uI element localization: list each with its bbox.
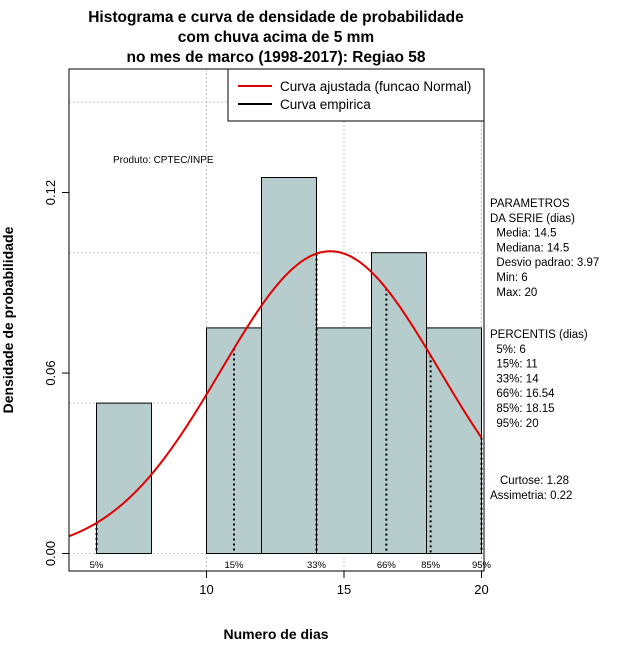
x-axis-title: Numero de dias bbox=[223, 626, 328, 642]
percentile-labels: 5% 15% 33% 66% 85% 95% bbox=[90, 560, 492, 571]
params-line-2: Media: 14.5 bbox=[490, 228, 556, 240]
y-tick-label-2: 0.12 bbox=[43, 180, 58, 205]
x-tick-label-0: 10 bbox=[199, 582, 213, 597]
chart-title-line-3: no mes de marco (1998-2017): Regiao 58 bbox=[127, 49, 426, 66]
percentile-label-4: 85% bbox=[421, 560, 441, 571]
legend: Curva ajustada (funcao Normal) Curva emp… bbox=[227, 68, 485, 122]
params-line-4: Desvio padrao: 3.97 bbox=[490, 257, 599, 269]
percentis-line-1: 5%: 6 bbox=[490, 344, 526, 356]
params-line-3: Mediana: 14.5 bbox=[490, 242, 569, 254]
skewness-text: Assimetria: 0.22 bbox=[490, 490, 572, 502]
percentis-line-5: 85%: 18.15 bbox=[490, 403, 555, 415]
histogram-bar-3 bbox=[261, 177, 317, 554]
percentis-line-2: 15%: 11 bbox=[490, 359, 538, 371]
percentile-label-3: 66% bbox=[377, 560, 397, 571]
percentis-line-4: 66%: 16.54 bbox=[490, 388, 555, 400]
histogram-bar-5 bbox=[371, 252, 427, 554]
percentis-line-3: 33%: 14 bbox=[490, 373, 539, 385]
percentiles-panel: PERCENTIS (dias) 5%: 6 15%: 11 33%: 14 6… bbox=[490, 329, 588, 430]
params-line-5: Min: 6 bbox=[490, 272, 528, 284]
params-line-1: DA SERIE (dias) bbox=[490, 213, 575, 225]
legend-label-empirical: Curva empirica bbox=[280, 97, 371, 112]
histogram-bars bbox=[96, 177, 482, 554]
percentile-label-0: 5% bbox=[90, 560, 104, 571]
x-tick-label-2: 20 bbox=[474, 582, 488, 597]
y-axis: 0.00 0.06 0.12 bbox=[43, 180, 69, 566]
y-tick-label-0: 0.00 bbox=[43, 541, 58, 566]
legend-box bbox=[227, 68, 485, 122]
percentile-label-1: 15% bbox=[224, 560, 244, 571]
percentile-label-2: 33% bbox=[307, 560, 327, 571]
percentile-lines bbox=[95, 253, 483, 554]
percentis-line-6: 95%: 20 bbox=[490, 418, 539, 430]
params-line-0: PARAMETROS bbox=[490, 198, 570, 210]
histogram-bar-0 bbox=[96, 402, 152, 554]
y-tick-label-1: 0.06 bbox=[43, 360, 58, 385]
kurtosis-text: Curtose: 1.28 bbox=[500, 475, 569, 487]
params-line-6: Max: 20 bbox=[490, 287, 537, 299]
parameters-panel: PARAMETROS DA SERIE (dias) Media: 14.5 Me… bbox=[490, 198, 599, 299]
histogram-bar-6 bbox=[426, 327, 482, 554]
y-axis-title: Densidade de probabilidade bbox=[0, 226, 16, 413]
legend-label-fit: Curva ajustada (funcao Normal) bbox=[280, 79, 471, 94]
histogram-bar-4 bbox=[316, 327, 372, 554]
chart-title-line-2: com chuva acima de 5 mm bbox=[178, 29, 374, 46]
chart-title-line-1: Histograma e curva de densidade de proba… bbox=[88, 9, 464, 26]
percentile-label-5: 95% bbox=[472, 560, 492, 571]
normal-fit-curve bbox=[68, 250, 483, 538]
percentis-line-0: PERCENTIS (dias) bbox=[490, 329, 588, 341]
x-axis: 10 15 20 bbox=[199, 571, 489, 597]
x-tick-label-1: 15 bbox=[337, 582, 351, 597]
source-annotation: Produto: CPTEC/INPE bbox=[113, 155, 214, 166]
